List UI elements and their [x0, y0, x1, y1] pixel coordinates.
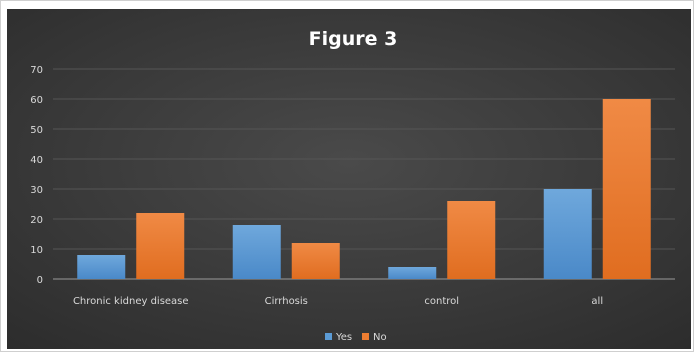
- y-tick-label: 40: [30, 155, 43, 166]
- y-tick-label: 10: [30, 245, 43, 256]
- y-tick-label: 30: [30, 185, 43, 196]
- bar-yes-2: [388, 267, 437, 279]
- bars: [77, 99, 651, 279]
- bar-no-1: [291, 243, 340, 279]
- x-tick-label: Chronic kidney disease: [73, 296, 189, 307]
- y-tick-label: 60: [30, 95, 43, 106]
- chart-title: Figure 3: [309, 28, 398, 50]
- y-tick-label: 0: [37, 275, 43, 286]
- chart-background: [7, 9, 691, 349]
- y-tick-label: 70: [30, 65, 43, 76]
- bar-yes-0: [77, 255, 126, 279]
- bar-no-3: [602, 99, 651, 279]
- y-axis: 0 10 20 30 40 50 60 70: [30, 65, 43, 286]
- legend-swatch-no: [362, 333, 369, 340]
- bar-no-2: [447, 201, 496, 279]
- x-tick-label: all: [591, 296, 603, 307]
- bar-yes-3: [543, 189, 592, 279]
- x-axis: Chronic kidney disease Cirrhosis control al…: [73, 296, 603, 307]
- chart-container: Figure 3 0 10 20 30 40 50 60 70 Chronic kidney …: [7, 9, 691, 349]
- bar-no-0: [136, 213, 185, 279]
- legend: Yes No: [325, 332, 387, 343]
- legend-label-yes: Yes: [335, 332, 352, 343]
- x-tick-label: control: [424, 296, 459, 307]
- legend-swatch-yes: [325, 333, 332, 340]
- y-tick-label: 50: [30, 125, 43, 136]
- legend-label-no: No: [373, 332, 387, 343]
- x-tick-label: Cirrhosis: [265, 296, 308, 307]
- bar-yes-1: [232, 225, 281, 279]
- y-tick-label: 20: [30, 215, 43, 226]
- bar-chart: Figure 3 0 10 20 30 40 50 60 70 Chronic kidney …: [7, 9, 691, 349]
